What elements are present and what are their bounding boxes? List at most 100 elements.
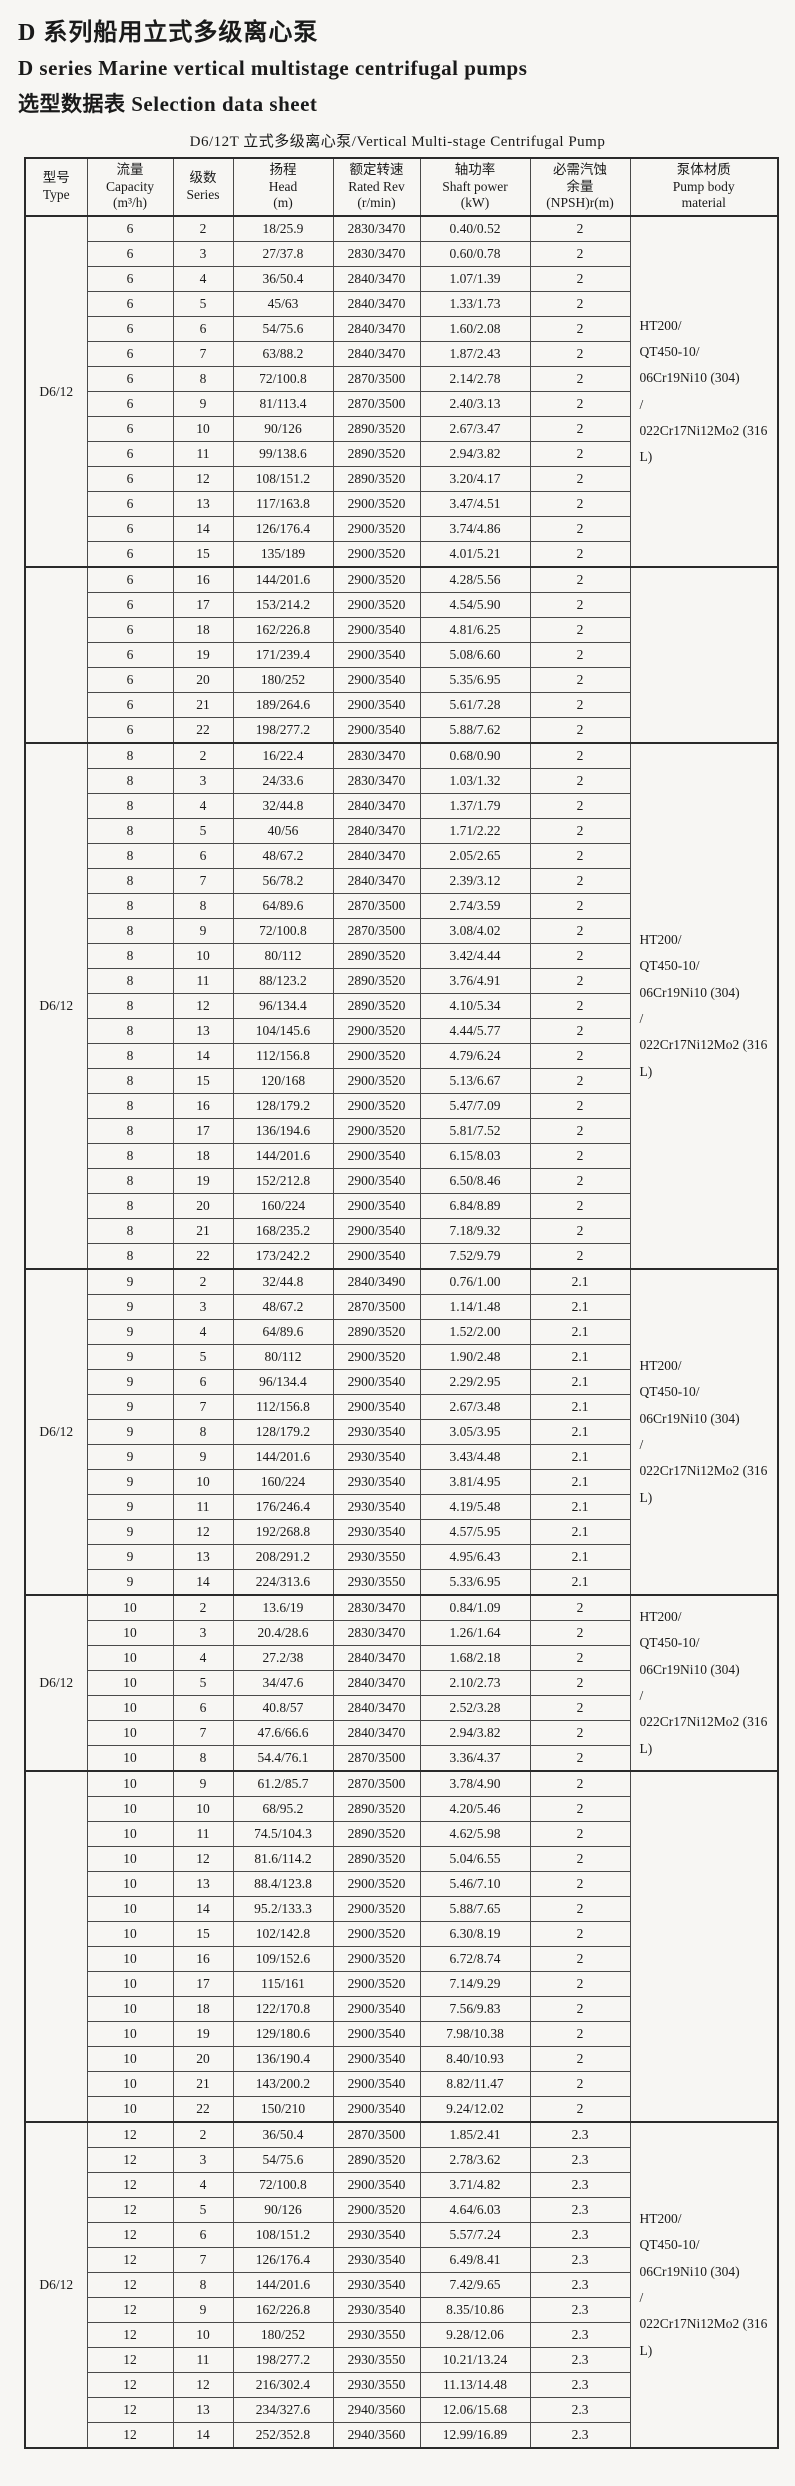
shaft-power-cell: 1.71/2.22 xyxy=(419,818,531,844)
series-cell: 2 xyxy=(172,742,234,769)
rated-rev-cell: 2840/3490 xyxy=(332,1268,421,1295)
shaft-power-cell: 5.88/7.62 xyxy=(419,717,531,744)
capacity-cell: 8 xyxy=(86,1168,174,1194)
head-cell: 40/56 xyxy=(232,818,334,844)
material-line: HT200/ xyxy=(639,2211,682,2227)
npsh-cell: 2 xyxy=(529,943,631,969)
page-subtitle: 选型数据表 Selection data sheet xyxy=(18,92,318,116)
head-cell: 47.6/66.6 xyxy=(232,1720,334,1746)
head-cell: 90/126 xyxy=(232,416,334,442)
capacity-cell: 10 xyxy=(86,1871,174,1897)
table-row: 8 21 168/235.2 2900/3540 7.18/9.32 2 xyxy=(25,1218,778,1244)
capacity-cell: 12 xyxy=(86,2397,174,2423)
series-cell: 12 xyxy=(172,2372,234,2398)
npsh-cell: 2 xyxy=(529,516,631,542)
shaft-power-cell: 5.35/6.95 xyxy=(419,667,531,693)
head-cell: 216/302.4 xyxy=(232,2372,334,2398)
npsh-cell: 2.1 xyxy=(529,1419,631,1445)
rated-rev-cell: 2900/3520 xyxy=(332,2197,421,2223)
head-cell: 180/252 xyxy=(232,667,334,693)
rated-rev-cell: 2890/3520 xyxy=(332,1821,421,1847)
rated-rev-cell: 2900/3520 xyxy=(332,1896,421,1922)
table-row: 6 18 162/226.8 2900/3540 4.81/6.25 2 xyxy=(25,617,778,643)
series-cell: 10 xyxy=(172,2322,234,2348)
series-cell: 19 xyxy=(172,1168,234,1194)
head-cell: 102/142.8 xyxy=(232,1921,334,1947)
series-cell: 3 xyxy=(172,241,234,267)
head-cell: 64/89.6 xyxy=(232,893,334,919)
head-cell: 180/252 xyxy=(232,2322,334,2348)
capacity-cell: 8 xyxy=(86,868,174,894)
table-row: 12 3 54/75.6 2890/3520 2.78/3.62 2.3 xyxy=(25,2147,778,2173)
series-cell: 13 xyxy=(172,2397,234,2423)
head-cell: 81/113.4 xyxy=(232,391,334,417)
rated-rev-cell: 2890/3520 xyxy=(332,466,421,492)
series-cell: 19 xyxy=(172,642,234,668)
npsh-cell: 2 xyxy=(529,1118,631,1144)
rated-rev-cell: 2840/3470 xyxy=(332,793,421,819)
npsh-cell: 2 xyxy=(529,1594,631,1621)
rated-rev-cell: 2930/3540 xyxy=(332,2272,421,2298)
npsh-cell: 2.3 xyxy=(529,2372,631,2398)
npsh-cell: 2.3 xyxy=(529,2397,631,2423)
npsh-cell: 2.1 xyxy=(529,1344,631,1370)
rated-rev-cell: 2900/3540 xyxy=(332,1193,421,1219)
head-cell: 40.8/57 xyxy=(232,1695,334,1721)
shaft-power-cell: 2.78/3.62 xyxy=(419,2147,531,2173)
header-line: material xyxy=(681,195,726,211)
capacity-cell: 8 xyxy=(86,818,174,844)
rated-rev-cell: 2900/3520 xyxy=(332,491,421,517)
capacity-cell: 10 xyxy=(86,1645,174,1671)
material-line: 022Cr17Ni12Mo2 (316L) xyxy=(639,1463,768,1505)
npsh-cell: 2 xyxy=(529,1043,631,1069)
capacity-cell: 8 xyxy=(86,742,174,769)
capacity-cell: 6 xyxy=(86,316,174,342)
capacity-cell: 12 xyxy=(86,2422,174,2449)
table-row: 10 3 20.4/28.6 2830/3470 1.26/1.64 2 xyxy=(25,1620,778,1646)
shaft-power-cell: 5.04/6.55 xyxy=(419,1846,531,1872)
header-cell-shaft-power: 轴功率 Shaft power (kW) xyxy=(419,157,531,217)
head-cell: 90/126 xyxy=(232,2197,334,2223)
series-cell: 7 xyxy=(172,341,234,367)
capacity-cell: 10 xyxy=(86,1670,174,1696)
series-cell: 4 xyxy=(172,1645,234,1671)
shaft-power-cell: 4.01/5.21 xyxy=(419,541,531,568)
head-cell: 108/151.2 xyxy=(232,466,334,492)
table-row: D6/12 9 2 32/44.8 2840/3490 0.76/1.00 2.1 HT200… xyxy=(24,1268,779,1596)
npsh-cell: 2 xyxy=(529,1068,631,1094)
rated-rev-cell: 2830/3470 xyxy=(332,1594,421,1621)
capacity-cell: 8 xyxy=(86,918,174,944)
series-cell: 11 xyxy=(172,968,234,994)
head-cell: 150/210 xyxy=(232,2096,334,2123)
head-cell: 63/88.2 xyxy=(232,341,334,367)
shaft-power-cell: 4.79/6.24 xyxy=(419,1043,531,1069)
head-cell: 68/95.2 xyxy=(232,1796,334,1822)
head-cell: 99/138.6 xyxy=(232,441,334,467)
series-cell: 12 xyxy=(172,1519,234,1545)
head-cell: 34/47.6 xyxy=(232,1670,334,1696)
series-cell: 14 xyxy=(172,1569,234,1596)
series-cell: 11 xyxy=(172,441,234,467)
rated-rev-cell: 2870/3500 xyxy=(332,391,421,417)
head-cell: 135/189 xyxy=(232,541,334,568)
series-cell: 11 xyxy=(172,1494,234,1520)
shaft-power-cell: 2.74/3.59 xyxy=(419,893,531,919)
table-row: 8 18 144/201.6 2900/3540 6.15/8.03 2 xyxy=(25,1143,778,1169)
material-line: / xyxy=(639,2290,644,2305)
shaft-power-cell: 0.76/1.00 xyxy=(419,1268,531,1295)
npsh-cell: 2 xyxy=(529,1770,631,1797)
npsh-cell: 2.1 xyxy=(529,1519,631,1545)
material-cell: HT200/QT450-10/06Cr19Ni10 (304) / 022Cr17N… xyxy=(629,742,779,1270)
table-row: 10 13 88.4/123.8 2900/3520 5.46/7.10 2 xyxy=(25,1871,778,1897)
header-line: Capacity xyxy=(106,178,154,194)
npsh-cell: 2 xyxy=(529,843,631,869)
npsh-cell: 2.1 xyxy=(529,1569,631,1596)
shaft-power-cell: 1.07/1.39 xyxy=(419,266,531,292)
series-cell: 16 xyxy=(172,566,234,593)
head-cell: 72/100.8 xyxy=(232,918,334,944)
capacity-cell: 12 xyxy=(86,2247,174,2273)
capacity-cell: 8 xyxy=(86,768,174,794)
rated-rev-cell: 2890/3520 xyxy=(332,993,421,1019)
shaft-power-cell: 3.42/4.44 xyxy=(419,943,531,969)
table-row: 6 21 189/264.6 2900/3540 5.61/7.28 2 xyxy=(25,692,778,718)
